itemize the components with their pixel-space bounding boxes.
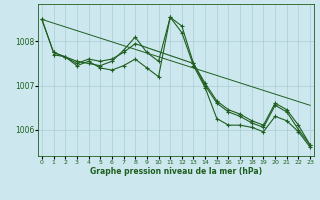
X-axis label: Graphe pression niveau de la mer (hPa): Graphe pression niveau de la mer (hPa)	[90, 167, 262, 176]
